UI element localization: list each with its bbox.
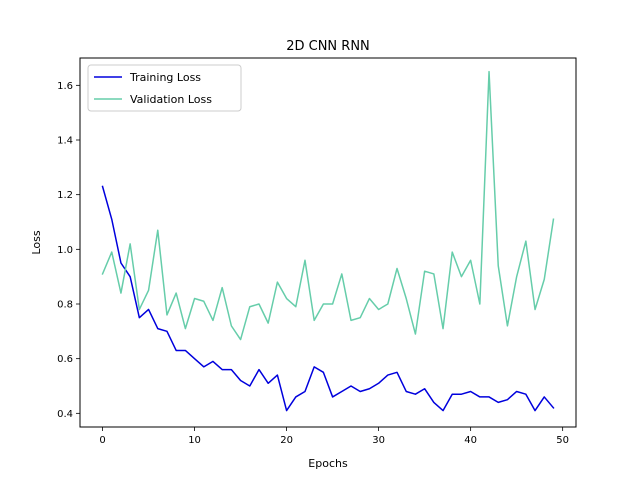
y-tick-label: 1.6: [57, 81, 73, 92]
legend: Training Loss Validation Loss: [87, 64, 242, 112]
legend-label: Validation Loss: [130, 93, 212, 106]
series-line-training-loss: [101, 185, 555, 412]
y-axis: 0.4 0.6 0.8 1.0 1.2 1.4 1.6: [57, 81, 80, 420]
chart-title: 2D CNN RNN: [286, 39, 370, 54]
y-tick-label: 0.4: [57, 409, 73, 420]
y-tick-label: 1.0: [57, 245, 73, 256]
legend-label: Training Loss: [129, 71, 201, 84]
x-tick-label: 20: [280, 435, 293, 446]
y-tick-label: 1.2: [57, 190, 73, 201]
y-axis-label: Loss: [30, 230, 43, 254]
x-tick-label: 0: [99, 435, 105, 446]
series-layer: [101, 70, 555, 412]
x-tick-label: 50: [556, 435, 569, 446]
series-line-validation-loss: [101, 70, 555, 341]
y-tick-label: 0.6: [57, 354, 73, 365]
x-axis: 0 10 20 30 40 50: [99, 427, 569, 446]
y-tick-label: 0.8: [57, 300, 73, 311]
x-axis-label: Epochs: [308, 457, 348, 470]
y-tick-label: 1.4: [57, 136, 73, 147]
x-tick-label: 40: [464, 435, 477, 446]
legend-box: [87, 64, 242, 112]
plot-frame: [79, 57, 577, 428]
x-tick-label: 30: [372, 435, 385, 446]
plot-area: [80, 58, 576, 427]
x-tick-label: 10: [188, 435, 201, 446]
